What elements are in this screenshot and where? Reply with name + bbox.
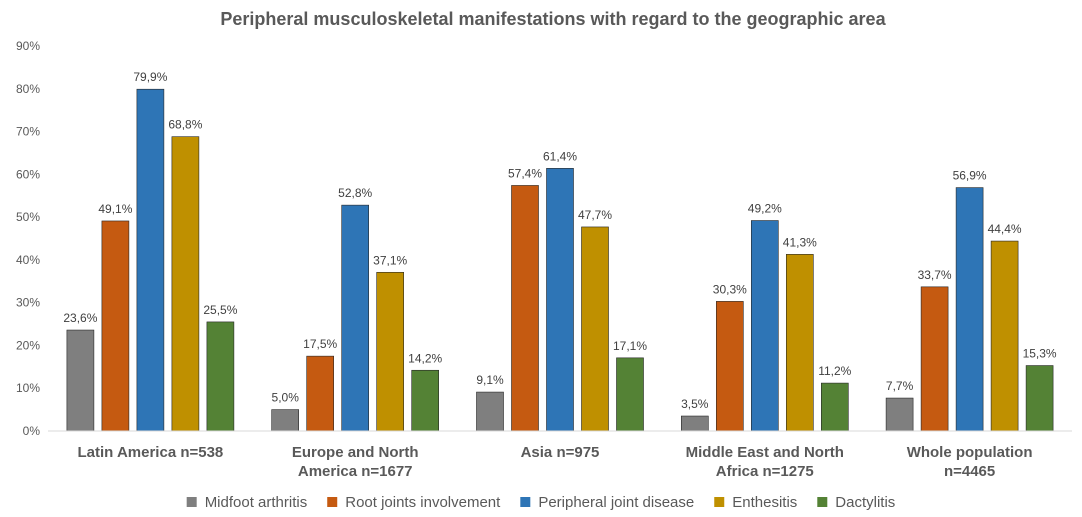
x-tick-label: Whole population (907, 444, 1033, 461)
legend-item: Root joints involvement (327, 494, 501, 511)
bar (66, 329, 95, 432)
legend-item: Midfoot arthritis (186, 494, 308, 511)
data-label: 11,2% (818, 364, 851, 378)
bar (376, 271, 405, 432)
data-label: 17,5% (303, 337, 337, 351)
bar (546, 168, 574, 432)
y-axis: 0% 10% 20% 30% 40% 50% 60% 70% 80% 90% (16, 39, 40, 438)
bar (411, 369, 440, 432)
bar (885, 397, 914, 432)
x-tick-label: n=4465 (944, 463, 995, 480)
bar (750, 220, 779, 432)
data-label: 5,0% (272, 391, 300, 405)
data-label: 47,7% (578, 208, 612, 222)
data-label: 25,5% (203, 303, 237, 317)
data-label: 17,1% (613, 339, 647, 353)
data-label: 68,8% (168, 118, 202, 132)
legend-item: Peripheral joint disease (520, 494, 694, 511)
data-label: 79,9% (133, 70, 167, 84)
data-label: 41,3% (783, 235, 817, 249)
data-label: 30,3% (713, 282, 747, 296)
bar (476, 391, 504, 432)
x-tick-label: Middle East and North (686, 444, 844, 461)
bar (511, 185, 539, 432)
data-labels: 23,6% 5,0% 9,1% 3,5% 7,7% 49,1% 17,5% 57,4% 30,3… (63, 70, 1057, 411)
data-label: 33,7% (918, 268, 952, 282)
y-tick-label: 70% (16, 125, 40, 139)
bar (785, 254, 814, 432)
bar (616, 357, 644, 432)
y-tick-label: 20% (16, 338, 40, 352)
bar (101, 220, 130, 432)
bar (715, 301, 744, 432)
legend-label: Midfoot arthritis (205, 494, 308, 511)
bar (306, 355, 335, 432)
bar (920, 286, 949, 432)
chart-title: Peripheral musculoskeletal manifestation… (220, 9, 886, 29)
y-tick-label: 80% (16, 82, 40, 96)
legend-swatch (520, 497, 531, 507)
y-tick-label: 0% (23, 424, 41, 438)
y-tick-label: 30% (16, 296, 40, 310)
x-tick-label: Europe and North (292, 444, 419, 461)
y-tick-label: 60% (16, 167, 40, 181)
legend-label: Enthesitis (732, 494, 797, 511)
x-tick-label: Africa n=1275 (716, 463, 814, 480)
bar (171, 136, 200, 432)
y-tick-label: 90% (16, 39, 40, 53)
x-tick-label: Asia n=975 (521, 444, 600, 461)
data-label: 3,5% (681, 397, 709, 411)
legend-swatch (817, 497, 828, 507)
data-label: 52,8% (338, 186, 372, 200)
legend-swatch (327, 497, 338, 507)
data-label: 49,1% (98, 202, 132, 216)
legend-label: Root joints involvement (345, 494, 501, 511)
y-tick-label: 40% (16, 253, 40, 267)
data-label: 14,2% (408, 351, 442, 365)
legend: Midfoot arthritis Root joints involvement… (186, 494, 895, 511)
data-label: 49,2% (748, 202, 782, 216)
data-label: 15,3% (1023, 347, 1057, 361)
data-label: 56,9% (953, 169, 987, 183)
bars (66, 88, 1054, 432)
data-label: 61,4% (543, 149, 577, 163)
y-tick-label: 50% (16, 210, 40, 224)
legend-swatch (186, 497, 197, 507)
legend-item: Dactylitis (817, 494, 895, 511)
bar (955, 187, 984, 432)
bar (990, 240, 1019, 432)
y-tick-label: 10% (16, 381, 40, 395)
legend-swatch (714, 497, 725, 507)
bar (271, 409, 300, 432)
data-label: 7,7% (886, 379, 914, 393)
data-label: 44,4% (988, 222, 1022, 236)
bar (680, 415, 709, 432)
x-tick-label: America n=1677 (298, 463, 413, 480)
data-label: 23,6% (63, 311, 97, 325)
legend-label: Peripheral joint disease (538, 494, 694, 511)
bar (581, 226, 609, 432)
data-label: 57,4% (508, 166, 542, 180)
bar (341, 204, 370, 432)
bar (206, 321, 235, 432)
bar (1025, 365, 1054, 432)
legend-item: Enthesitis (714, 494, 797, 511)
x-axis: Latin America n=538 Europe and North Ameri… (78, 444, 1033, 480)
x-tick-label: Latin America n=538 (78, 444, 224, 461)
data-label: 9,1% (476, 373, 504, 387)
bar (136, 88, 165, 432)
legend-label: Dactylitis (835, 494, 895, 511)
data-label: 37,1% (373, 253, 407, 267)
bar (820, 382, 849, 432)
